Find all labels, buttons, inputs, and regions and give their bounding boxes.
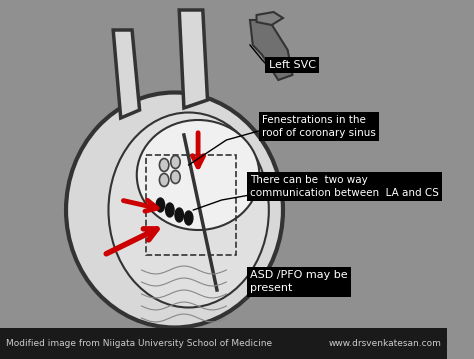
Ellipse shape: [171, 155, 180, 168]
Ellipse shape: [175, 208, 183, 222]
Text: www.drsvenkatesan.com: www.drsvenkatesan.com: [328, 339, 441, 348]
Bar: [0, 328, 447, 359]
Polygon shape: [113, 30, 140, 118]
Text: Modified image from Niigata University School of Medicine: Modified image from Niigata University S…: [6, 339, 272, 348]
Ellipse shape: [165, 203, 174, 217]
Ellipse shape: [171, 171, 180, 183]
Ellipse shape: [66, 93, 283, 327]
Ellipse shape: [156, 198, 164, 212]
Polygon shape: [256, 12, 283, 25]
Ellipse shape: [137, 120, 259, 230]
Text: There can be  two way
communication between  LA and CS: There can be two way communication betwe…: [250, 175, 439, 198]
Ellipse shape: [159, 173, 169, 186]
Ellipse shape: [184, 211, 193, 225]
Polygon shape: [179, 10, 208, 108]
Ellipse shape: [109, 112, 269, 308]
Bar: [146, 155, 236, 255]
Polygon shape: [250, 20, 292, 80]
Text: Left SVC: Left SVC: [269, 60, 316, 70]
Text: Fenestrations in the
roof of coronary sinus: Fenestrations in the roof of coronary si…: [262, 115, 376, 138]
Ellipse shape: [159, 159, 169, 172]
Text: ASD /PFO may be
present: ASD /PFO may be present: [250, 270, 347, 293]
